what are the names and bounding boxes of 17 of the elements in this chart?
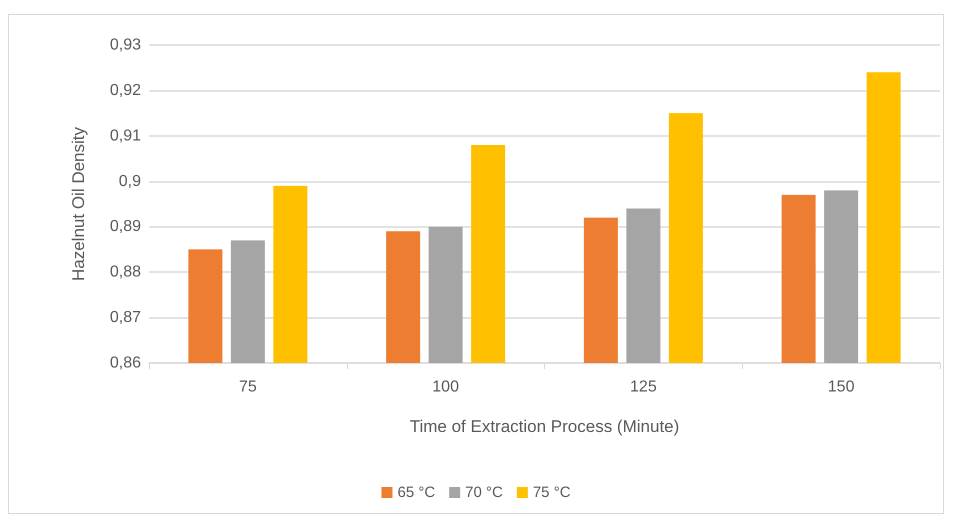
x-tick-label: 125 (630, 378, 657, 396)
legend-label: 65 °C (397, 484, 436, 501)
y-tick-label: 0,87 (110, 309, 142, 326)
x-axis-title: Time of Extraction Process (Minute) (410, 417, 680, 436)
y-tick-label: 0,91 (110, 127, 142, 144)
y-tick-label: 0,93 (110, 36, 142, 54)
legend-label: 70 °C (465, 484, 504, 501)
y-axis-title: Hazelnut Oil Density (69, 126, 88, 282)
y-tick-label: 0,92 (110, 82, 142, 99)
y-tick-label: 0,86 (110, 354, 142, 372)
y-tick-label: 0,88 (110, 264, 142, 281)
y-tick-label: 0,9 (118, 172, 142, 190)
x-tick-label: 100 (432, 378, 460, 396)
x-tick-label: 150 (828, 378, 855, 396)
y-tick-label: 0,89 (110, 218, 142, 236)
legend-label: 75 °C (532, 484, 571, 501)
x-tick-label: 75 (238, 378, 257, 396)
